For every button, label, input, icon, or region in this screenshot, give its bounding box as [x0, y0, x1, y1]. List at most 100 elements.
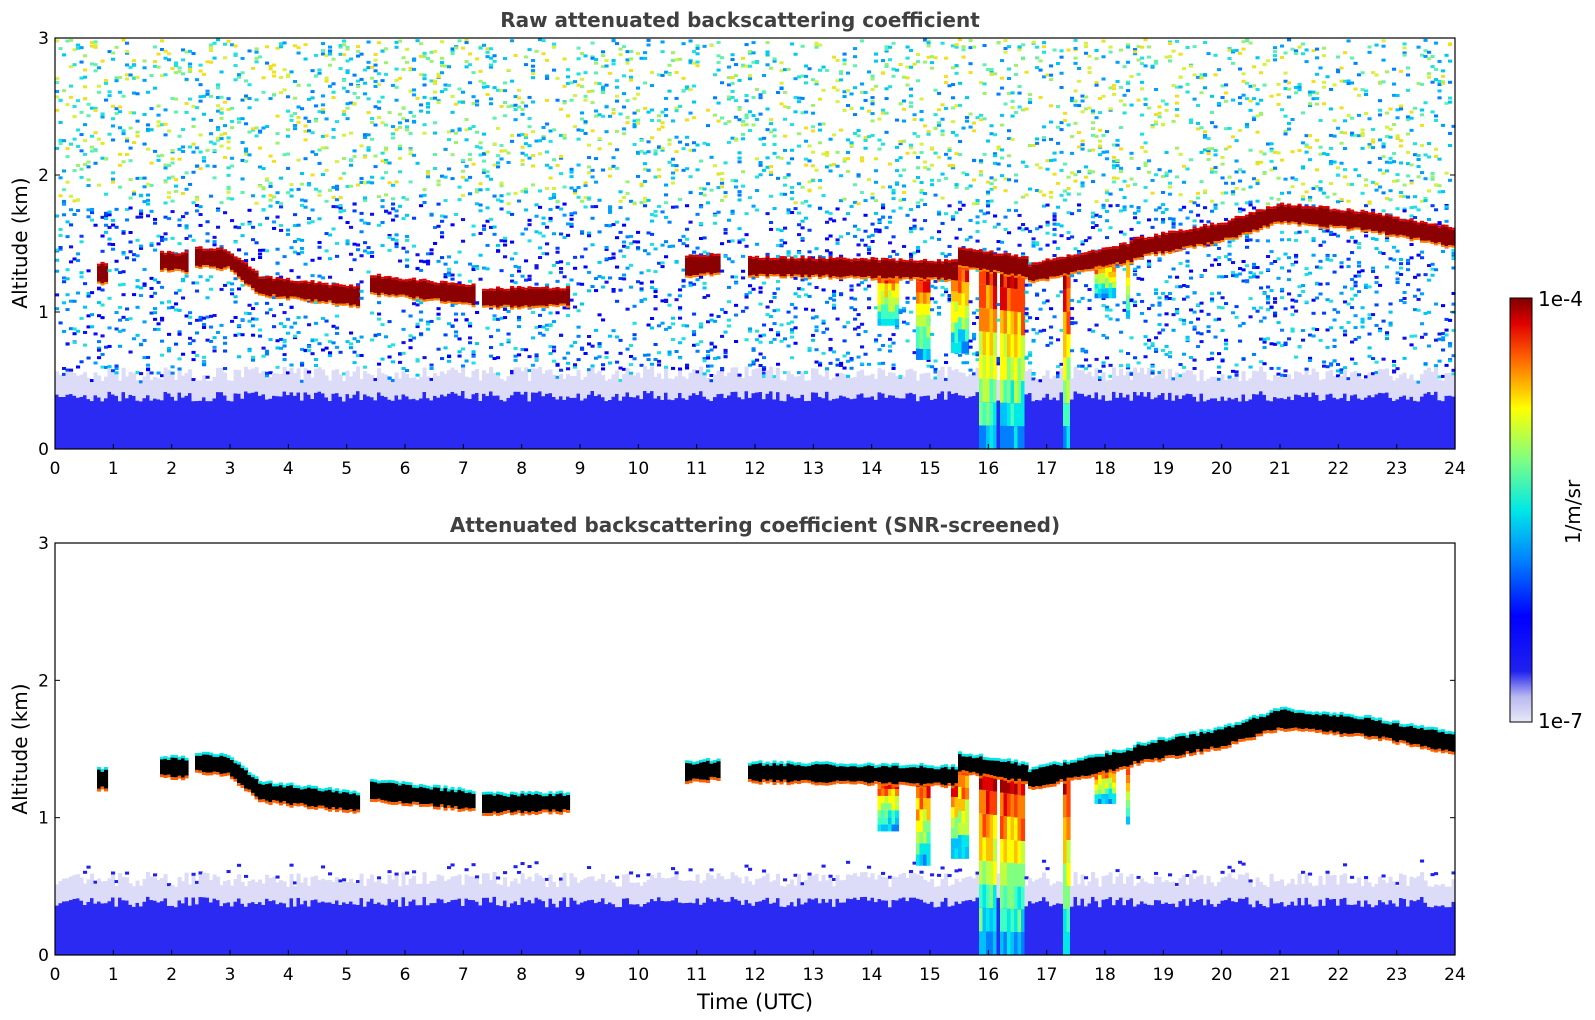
- heatmap-noise: [937, 210, 942, 214]
- heatmap-noise: [100, 112, 105, 116]
- heatmap-noise: [965, 96, 970, 100]
- heatmap-cloud: [909, 260, 914, 279]
- heatmap-noise: [191, 142, 196, 146]
- heatmap-noise: [356, 49, 361, 53]
- heatmap-noise: [149, 294, 154, 298]
- heatmap-bl-dense: [377, 392, 382, 449]
- heatmap-noise: [534, 282, 539, 286]
- heatmap-noise: [352, 361, 357, 365]
- heatmap-noise: [352, 202, 357, 206]
- heatmap-noise: [167, 300, 172, 304]
- heatmap-bl-dense: [237, 393, 242, 449]
- heatmap-noise: [429, 367, 434, 371]
- heatmap-noise: [734, 63, 739, 67]
- heatmap-noise: [471, 125, 476, 129]
- heatmap-noise: [97, 90, 102, 94]
- heatmap-bl-dense: [461, 391, 466, 449]
- heatmap-noise: [776, 362, 781, 366]
- heatmap-noise: [282, 68, 287, 72]
- heatmap-noise: [947, 147, 952, 151]
- heatmap-cloud-edge: [825, 274, 830, 277]
- heatmap-noise: [76, 163, 81, 167]
- heatmap-noise: [125, 73, 130, 77]
- heatmap-noise: [83, 282, 88, 286]
- heatmap-noise: [776, 254, 781, 258]
- heatmap-noise: [804, 74, 809, 78]
- heatmap-noise: [342, 133, 347, 137]
- heatmap-noise: [888, 255, 893, 259]
- heatmap-noise: [646, 269, 651, 273]
- heatmap-noise: [107, 132, 112, 136]
- heatmap-cloud-edge: [254, 270, 259, 273]
- heatmap-noise: [79, 60, 84, 64]
- heatmap-cloud: [468, 286, 473, 304]
- heatmap-noise: [762, 374, 767, 378]
- heatmap-noise: [863, 287, 868, 291]
- heatmap-noise: [566, 367, 571, 371]
- heatmap-bl-dense: [972, 396, 977, 449]
- heatmap-noise: [153, 60, 158, 64]
- heatmap-noise: [440, 56, 445, 60]
- heatmap-cloud: [349, 286, 354, 306]
- heatmap-noise: [163, 56, 168, 60]
- heatmap-bl-dense: [261, 394, 266, 449]
- heatmap-noise: [86, 325, 91, 329]
- heatmap-cloud-edge: [863, 258, 868, 261]
- heatmap-noise: [632, 143, 637, 147]
- heatmap-noise: [261, 354, 266, 358]
- heatmap-noise: [377, 72, 382, 76]
- heatmap-noise: [905, 339, 910, 343]
- heatmap-noise: [576, 282, 581, 286]
- heatmap-noise: [394, 180, 399, 184]
- heatmap-noise: [146, 127, 151, 131]
- heatmap-cloud: [842, 259, 847, 277]
- heatmap-cloud-edge: [342, 303, 347, 306]
- heatmap-noise: [475, 103, 480, 107]
- heatmap-noise: [590, 364, 595, 368]
- heatmap-cloud-edge: [450, 301, 455, 304]
- heatmap-noise: [338, 67, 343, 71]
- heatmap-noise: [720, 367, 725, 371]
- heatmap-cloud-edge: [170, 269, 175, 273]
- heatmap-noise: [734, 179, 739, 183]
- heatmap-noise: [398, 147, 403, 151]
- heatmap-noise: [454, 260, 459, 264]
- heatmap-cloud: [454, 285, 459, 303]
- heatmap-noise: [657, 324, 662, 328]
- heatmap-noise: [513, 118, 518, 122]
- heatmap-noise: [100, 234, 105, 238]
- heatmap-noise: [317, 189, 322, 193]
- heatmap-noise: [874, 229, 879, 233]
- heatmap-noise: [786, 67, 791, 71]
- heatmap-bl-dense: [349, 398, 354, 449]
- heatmap-noise: [804, 307, 809, 311]
- heatmap-cloud-edge: [538, 305, 543, 308]
- heatmap-noise: [76, 46, 81, 50]
- heatmap-noise: [212, 336, 217, 340]
- heatmap-noise: [867, 306, 872, 310]
- heatmap-cloud-edge: [842, 276, 847, 279]
- heatmap-noise: [352, 155, 357, 159]
- heatmap-bl-dense: [433, 395, 438, 449]
- heatmap-cloud: [853, 260, 858, 277]
- heatmap-noise: [321, 316, 326, 320]
- heatmap-cloud-edge: [275, 296, 280, 300]
- heatmap-noise: [478, 141, 483, 145]
- heatmap-noise: [811, 179, 816, 183]
- heatmap-noise: [748, 363, 753, 367]
- heatmap-cloud: [345, 288, 350, 304]
- heatmap-bl-dense: [674, 398, 679, 449]
- heatmap-noise: [716, 68, 721, 72]
- heatmap-noise: [174, 178, 179, 182]
- heatmap-fallstreak: [958, 341, 963, 354]
- heatmap-noise: [968, 300, 973, 304]
- heatmap-noise: [478, 153, 483, 157]
- heatmap-noise: [279, 223, 284, 227]
- heatmap-noise: [394, 67, 399, 71]
- heatmap-cloud-edge: [282, 279, 287, 282]
- heatmap-noise: [181, 145, 186, 149]
- heatmap-noise: [499, 88, 504, 92]
- heatmap-noise: [779, 102, 784, 106]
- heatmap-cloud-edge: [163, 252, 168, 255]
- heatmap-noise: [177, 223, 182, 227]
